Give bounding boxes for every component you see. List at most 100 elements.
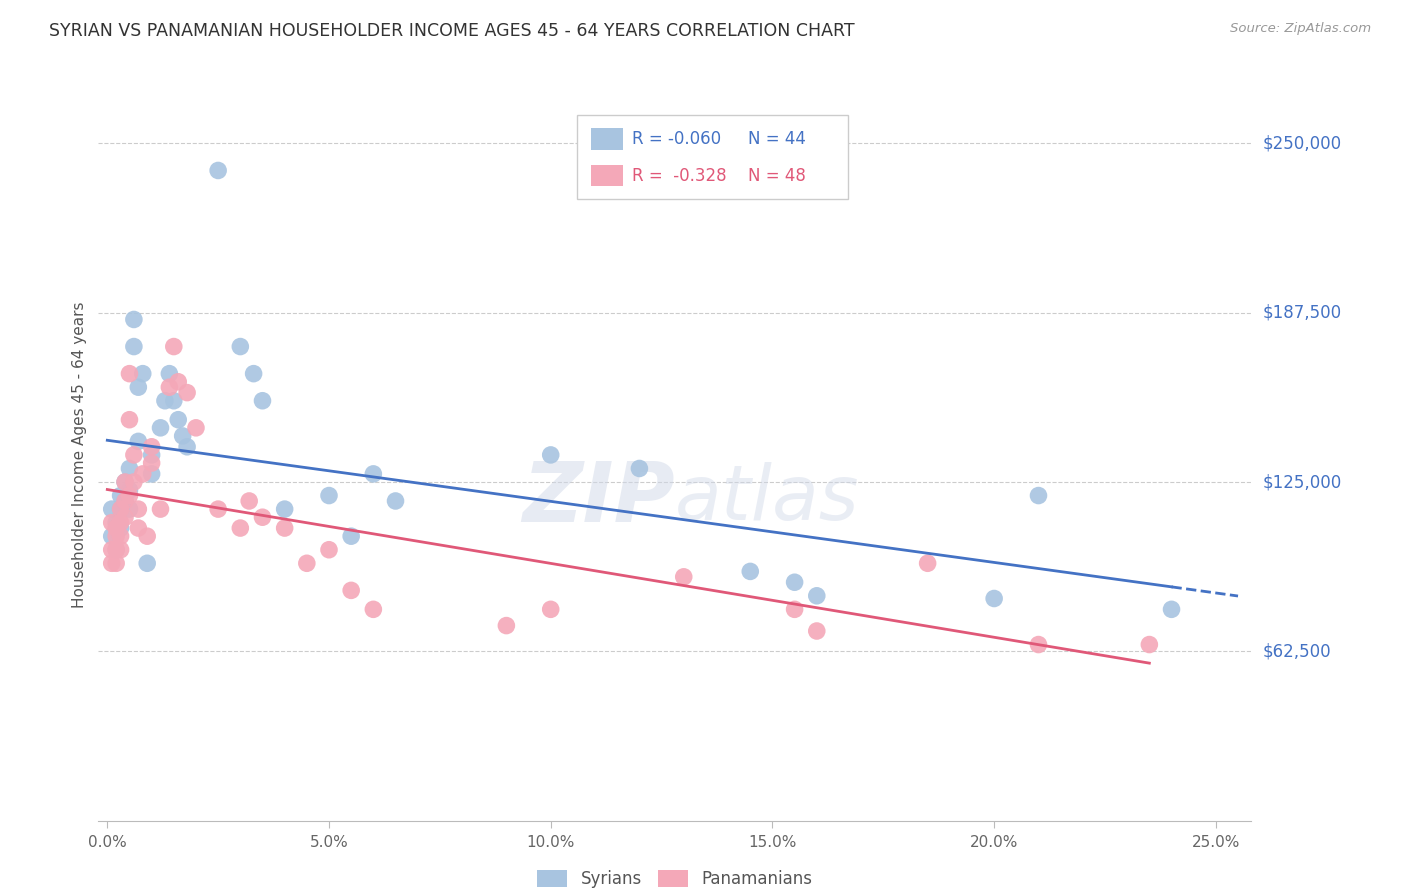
Text: SYRIAN VS PANAMANIAN HOUSEHOLDER INCOME AGES 45 - 64 YEARS CORRELATION CHART: SYRIAN VS PANAMANIAN HOUSEHOLDER INCOME … bbox=[49, 22, 855, 40]
Point bbox=[149, 502, 172, 516]
Point bbox=[118, 502, 141, 516]
Point bbox=[983, 591, 1005, 606]
Point bbox=[806, 624, 828, 638]
Point bbox=[207, 502, 229, 516]
Point bbox=[100, 516, 122, 530]
Point bbox=[127, 521, 149, 535]
Point bbox=[110, 542, 132, 557]
Point bbox=[273, 521, 295, 535]
Point bbox=[118, 367, 141, 381]
Text: atlas: atlas bbox=[675, 462, 859, 536]
Point bbox=[114, 475, 136, 489]
Point bbox=[110, 516, 132, 530]
Point bbox=[363, 467, 385, 481]
Point bbox=[207, 163, 229, 178]
Point bbox=[363, 602, 385, 616]
Point bbox=[141, 467, 163, 481]
Point bbox=[340, 529, 363, 543]
Point bbox=[252, 510, 274, 524]
Point bbox=[917, 556, 939, 570]
Point bbox=[100, 529, 122, 543]
Point bbox=[163, 393, 186, 408]
Point bbox=[783, 575, 806, 590]
Point bbox=[229, 340, 252, 354]
Text: R =  -0.328: R = -0.328 bbox=[633, 167, 727, 185]
FancyBboxPatch shape bbox=[576, 115, 848, 199]
Text: $125,000: $125,000 bbox=[1263, 473, 1341, 491]
Point bbox=[127, 502, 149, 516]
Point bbox=[136, 529, 159, 543]
Bar bbox=[591, 164, 623, 186]
Text: Source: ZipAtlas.com: Source: ZipAtlas.com bbox=[1230, 22, 1371, 36]
Point bbox=[806, 589, 828, 603]
Point bbox=[318, 489, 340, 503]
Point bbox=[1028, 489, 1050, 503]
Point bbox=[340, 583, 363, 598]
Point bbox=[127, 380, 149, 394]
Point bbox=[318, 542, 340, 557]
Point bbox=[110, 529, 132, 543]
Point bbox=[100, 502, 122, 516]
Point bbox=[105, 521, 128, 535]
Text: $250,000: $250,000 bbox=[1263, 135, 1341, 153]
Point bbox=[127, 434, 149, 449]
Point bbox=[672, 570, 695, 584]
Point bbox=[110, 489, 132, 503]
Point bbox=[105, 516, 128, 530]
Point bbox=[176, 385, 198, 400]
Text: $62,500: $62,500 bbox=[1263, 642, 1331, 660]
Point bbox=[740, 565, 762, 579]
Point bbox=[273, 502, 295, 516]
Point bbox=[176, 440, 198, 454]
Point bbox=[110, 502, 132, 516]
Point bbox=[1160, 602, 1182, 616]
Point bbox=[384, 494, 406, 508]
Point bbox=[163, 340, 186, 354]
Point bbox=[783, 602, 806, 616]
Point bbox=[100, 542, 122, 557]
Point bbox=[1028, 638, 1050, 652]
Point bbox=[540, 448, 562, 462]
Point bbox=[110, 521, 132, 535]
Point bbox=[238, 494, 260, 508]
Point bbox=[114, 475, 136, 489]
Point bbox=[105, 542, 128, 557]
Text: $187,500: $187,500 bbox=[1263, 303, 1341, 322]
Legend: Syrians, Panamanians: Syrians, Panamanians bbox=[529, 862, 821, 892]
Bar bbox=[591, 128, 623, 150]
Point bbox=[141, 448, 163, 462]
Point bbox=[141, 440, 163, 454]
Point bbox=[105, 529, 128, 543]
Text: R = -0.060: R = -0.060 bbox=[633, 130, 721, 148]
Point bbox=[136, 556, 159, 570]
Point bbox=[495, 618, 517, 632]
Point bbox=[141, 456, 163, 470]
Point bbox=[540, 602, 562, 616]
Point bbox=[118, 483, 141, 497]
Point bbox=[167, 375, 190, 389]
Point bbox=[252, 393, 274, 408]
Text: ZIP: ZIP bbox=[522, 458, 675, 540]
Point bbox=[157, 380, 180, 394]
Point bbox=[100, 556, 122, 570]
Point bbox=[105, 542, 128, 557]
Y-axis label: Householder Income Ages 45 - 64 years: Householder Income Ages 45 - 64 years bbox=[72, 301, 87, 608]
Point bbox=[114, 494, 136, 508]
Point bbox=[157, 367, 180, 381]
Text: N = 48: N = 48 bbox=[748, 167, 806, 185]
Point bbox=[105, 556, 128, 570]
Point bbox=[295, 556, 318, 570]
Point bbox=[122, 340, 145, 354]
Point bbox=[153, 393, 176, 408]
Point bbox=[118, 489, 141, 503]
Point bbox=[229, 521, 252, 535]
Point bbox=[184, 421, 207, 435]
Point bbox=[149, 421, 172, 435]
Point bbox=[118, 413, 141, 427]
Point bbox=[132, 467, 155, 481]
Point bbox=[114, 494, 136, 508]
Point bbox=[122, 448, 145, 462]
Point bbox=[1137, 638, 1160, 652]
Point bbox=[114, 510, 136, 524]
Point bbox=[122, 475, 145, 489]
